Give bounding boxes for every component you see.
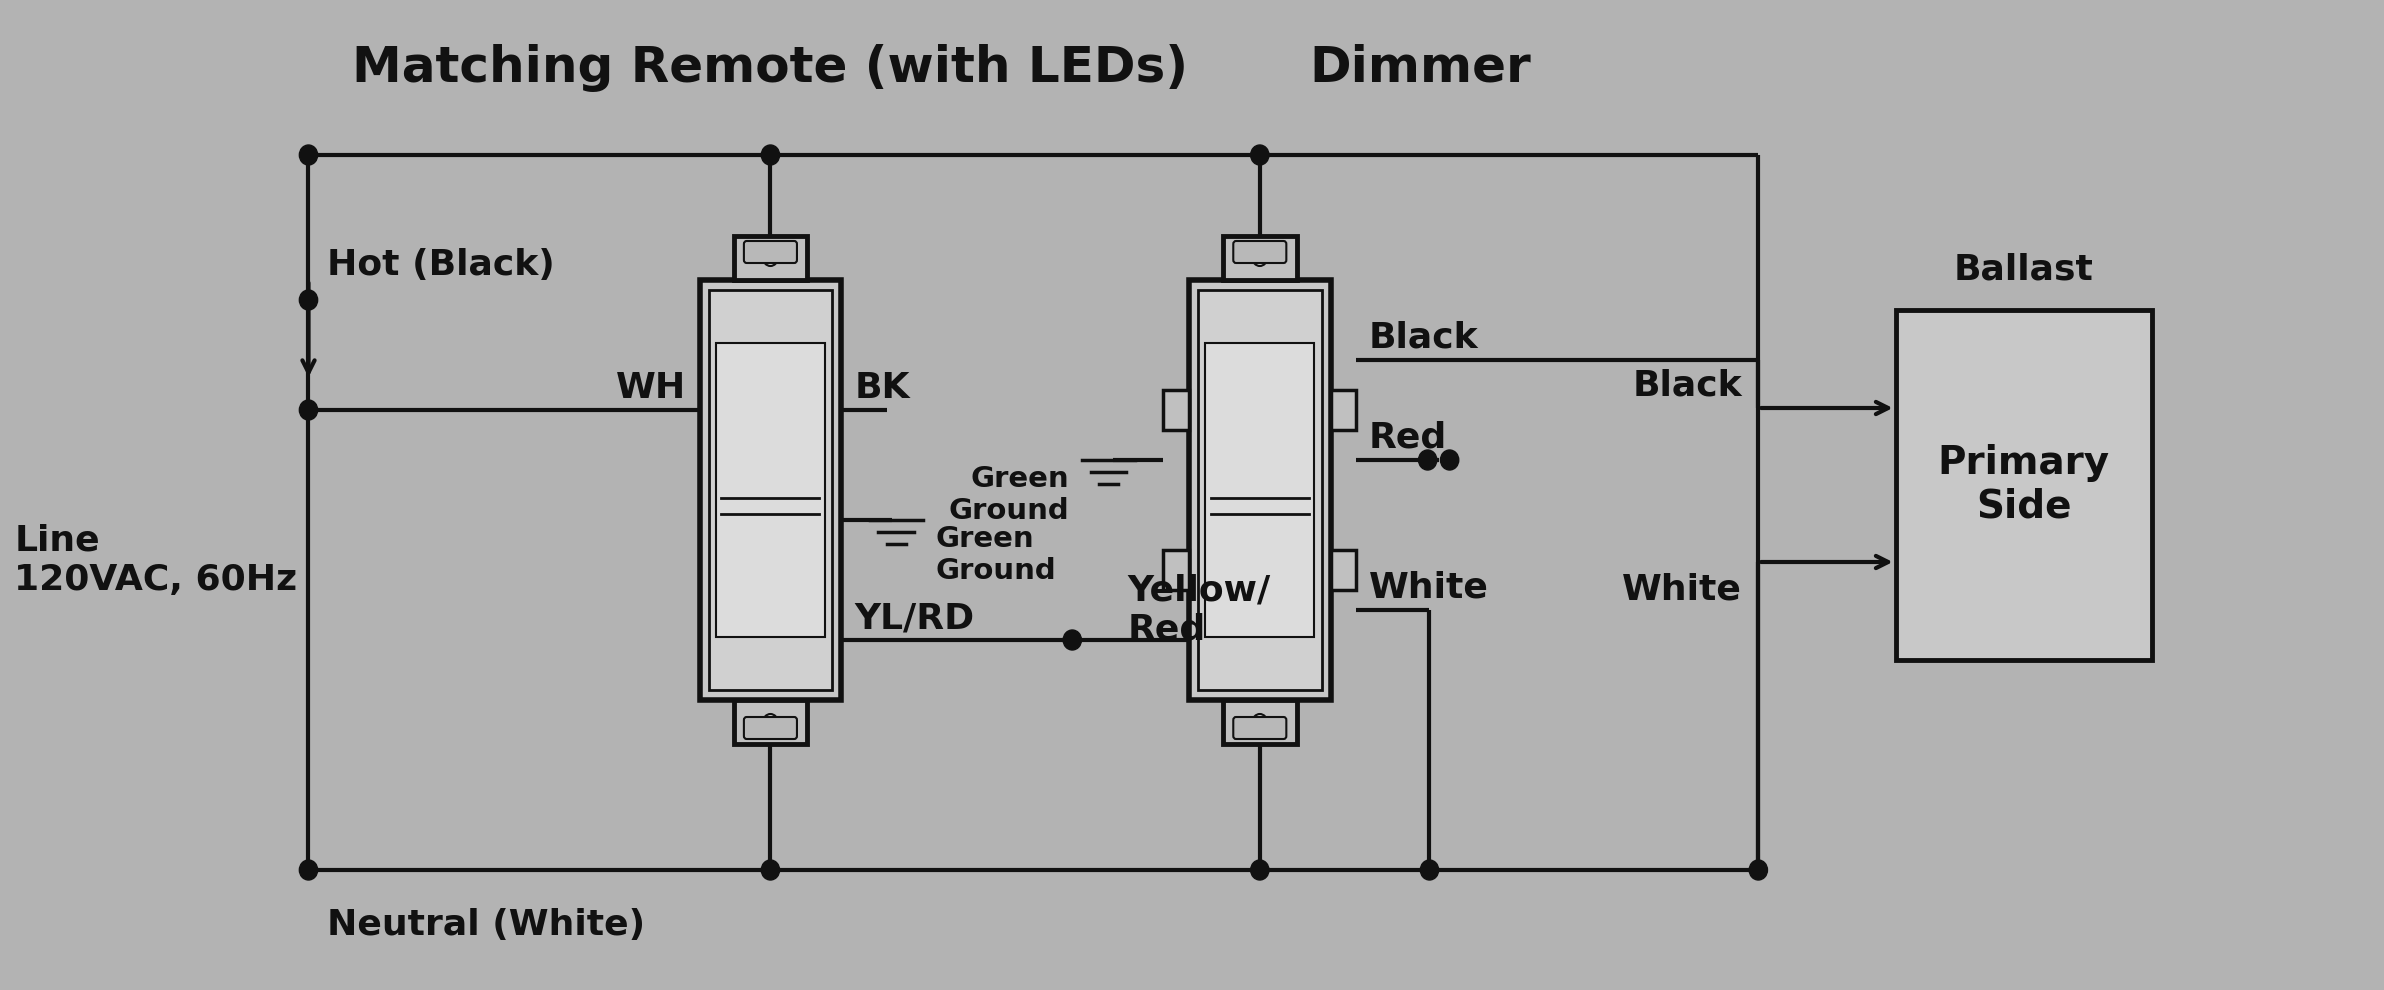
Circle shape: [1252, 250, 1268, 266]
Bar: [1223, 700, 1297, 744]
Circle shape: [763, 250, 777, 266]
Text: White: White: [1368, 571, 1490, 605]
Text: White: White: [1621, 573, 1743, 607]
Bar: [1163, 550, 1190, 590]
Text: WH: WH: [615, 371, 687, 405]
Bar: [1199, 290, 1321, 690]
Bar: [1330, 390, 1356, 430]
Text: YL/RD: YL/RD: [853, 601, 975, 635]
Circle shape: [763, 714, 777, 730]
Text: Yellow/
Red: Yellow/ Red: [1128, 573, 1271, 646]
Text: Primary
Side: Primary Side: [1938, 444, 2110, 526]
Text: Neutral (White): Neutral (White): [327, 908, 646, 942]
Text: Matching Remote (with LEDs): Matching Remote (with LEDs): [353, 44, 1190, 92]
Bar: [734, 236, 808, 280]
Circle shape: [300, 145, 317, 165]
Bar: [699, 280, 842, 700]
Text: Black: Black: [1633, 369, 1743, 403]
Text: Red: Red: [1368, 421, 1447, 455]
Bar: [1190, 280, 1330, 700]
Circle shape: [760, 860, 780, 880]
Circle shape: [1063, 630, 1082, 650]
Text: Dimmer: Dimmer: [1309, 44, 1531, 92]
Circle shape: [300, 860, 317, 880]
Circle shape: [1750, 860, 1767, 880]
Circle shape: [1421, 860, 1438, 880]
Bar: [1330, 550, 1356, 590]
Text: Ballast: Ballast: [1952, 253, 2093, 287]
Circle shape: [1252, 714, 1268, 730]
FancyBboxPatch shape: [1233, 241, 1287, 263]
FancyBboxPatch shape: [1233, 717, 1287, 739]
Text: Black: Black: [1368, 321, 1478, 355]
Circle shape: [1252, 860, 1268, 880]
Circle shape: [1440, 450, 1459, 470]
Text: Green
Ground: Green Ground: [935, 525, 1056, 585]
Bar: [708, 290, 832, 690]
Circle shape: [760, 145, 780, 165]
Circle shape: [1252, 145, 1268, 165]
Text: Hot (Black): Hot (Black): [327, 248, 555, 282]
Bar: [715, 343, 825, 637]
Bar: [734, 700, 808, 744]
Text: BK: BK: [853, 371, 911, 405]
Bar: [1895, 310, 2153, 660]
Bar: [1223, 236, 1297, 280]
Circle shape: [300, 400, 317, 420]
Bar: [1163, 390, 1190, 430]
Circle shape: [300, 290, 317, 310]
FancyBboxPatch shape: [744, 717, 796, 739]
Text: Green
Ground: Green Ground: [949, 465, 1068, 526]
FancyBboxPatch shape: [744, 241, 796, 263]
Text: Line
120VAC, 60Hz: Line 120VAC, 60Hz: [14, 524, 298, 597]
Circle shape: [1418, 450, 1438, 470]
Bar: [1206, 343, 1314, 637]
